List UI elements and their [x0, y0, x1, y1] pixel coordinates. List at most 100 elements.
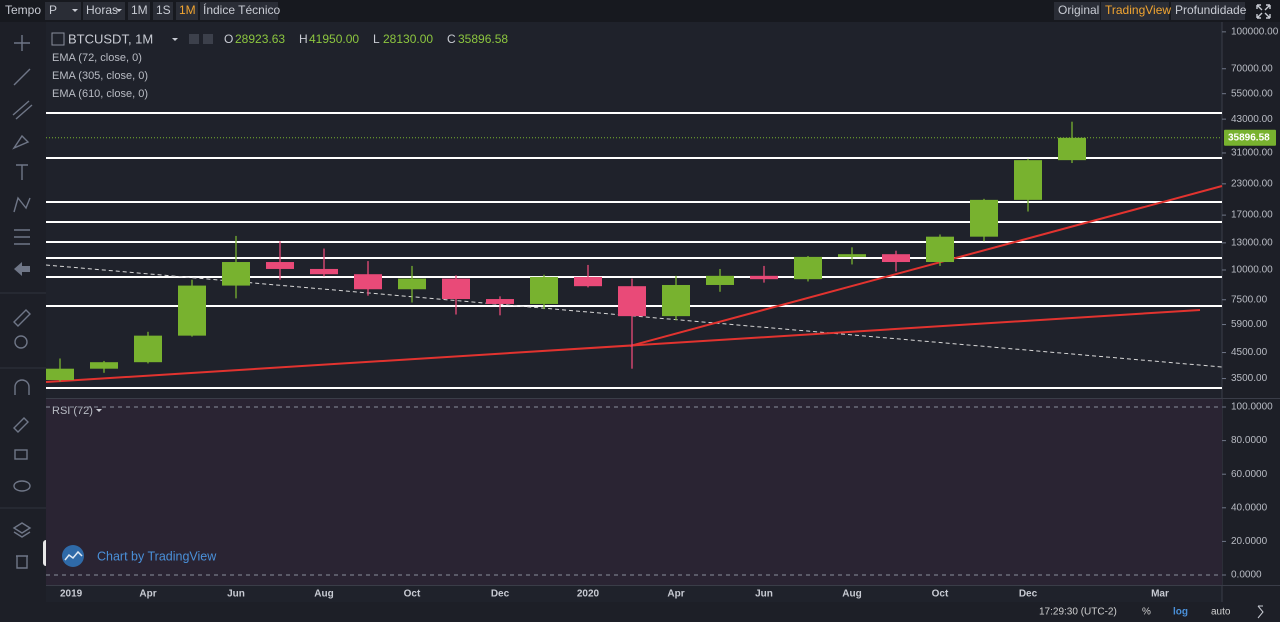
y-tick-label: 4500.00 — [1231, 347, 1268, 358]
low-value: 28130.00 — [383, 32, 433, 46]
candle-body — [222, 262, 250, 286]
unit-select[interactable] — [83, 2, 125, 20]
high-value: 41950.00 — [309, 32, 359, 46]
ruler-tool[interactable] — [13, 309, 31, 327]
indicator-button[interactable] — [200, 2, 278, 20]
candle-body — [310, 268, 338, 275]
candle-body — [706, 275, 734, 285]
auto-toggle[interactable]: auto — [1211, 607, 1231, 618]
settings-icon[interactable] — [203, 34, 213, 44]
settings-icon[interactable] — [1257, 605, 1264, 619]
y-tick-label: 13000.00 — [1231, 237, 1273, 248]
trash-tool[interactable] — [16, 555, 28, 569]
y-tick-label: 20.0000 — [1231, 536, 1268, 547]
percent-toggle[interactable]: % — [1142, 607, 1151, 618]
zoom-tool[interactable] — [14, 335, 28, 349]
candle-body — [46, 368, 74, 381]
candle-body — [442, 278, 470, 300]
fib-tool[interactable] — [14, 229, 30, 245]
tool-column — [0, 22, 46, 622]
layers-tool[interactable] — [12, 522, 32, 538]
x-tick-label: Dec — [491, 589, 510, 600]
trend-line — [629, 185, 1223, 347]
lock-draw-tool[interactable] — [13, 417, 29, 433]
candle-body — [266, 262, 294, 269]
x-tick-label: Jun — [227, 589, 245, 600]
view-button-active[interactable] — [1101, 2, 1169, 20]
candle-body — [926, 236, 954, 263]
view-button[interactable] — [1171, 2, 1245, 20]
y-tick-label: 7500.00 — [1231, 294, 1268, 305]
x-tick-label: Oct — [404, 589, 421, 600]
view-button[interactable] — [1054, 2, 1100, 20]
x-tick-label: Aug — [314, 589, 333, 600]
candle-body — [1058, 137, 1086, 161]
watermark[interactable]: Chart by TradingView — [97, 549, 217, 563]
fullscreen-icon[interactable] — [1256, 4, 1271, 19]
interval-button-text[interactable]: 1M — [179, 3, 196, 17]
candle-body — [90, 362, 118, 369]
collapse-box[interactable] — [51, 32, 65, 46]
interval-button[interactable] — [153, 2, 173, 20]
candle-body — [838, 254, 866, 257]
high-label: H — [299, 32, 308, 46]
line-tool[interactable] — [13, 68, 31, 86]
time-label: Tempo — [5, 3, 41, 17]
caret — [116, 9, 122, 12]
candle-body — [618, 286, 646, 317]
log-toggle[interactable]: log — [1173, 607, 1188, 618]
channel-tool[interactable] — [12, 100, 33, 120]
interval-button-active[interactable] — [176, 2, 198, 20]
interval-button-text[interactable]: 1S — [156, 3, 171, 17]
tv-logo — [62, 545, 84, 567]
symbol: BTCUSDT, 1M — [68, 31, 153, 46]
caret — [96, 409, 102, 412]
candle-body — [354, 274, 382, 290]
candle-body — [178, 285, 206, 336]
rsi-label: RSI (72) — [52, 405, 93, 417]
y-tick-label: 55000.00 — [1231, 88, 1273, 99]
brush-tool[interactable] — [12, 134, 30, 150]
interval-button[interactable] — [128, 2, 150, 20]
candle-body — [794, 256, 822, 280]
view-button-text[interactable]: Original — [1058, 3, 1099, 17]
close-value: 35896.58 — [458, 32, 508, 46]
trend-line — [45, 309, 1201, 383]
crosshair-tool[interactable] — [14, 35, 30, 51]
lock-tool[interactable] — [14, 449, 28, 460]
visibility-tool[interactable] — [13, 480, 31, 492]
view-button-text[interactable]: TradingView — [1105, 3, 1171, 17]
bottom-bar — [0, 602, 1280, 622]
y-tick-label: 60.0000 — [1231, 469, 1268, 480]
period-select-text[interactable]: P — [49, 3, 57, 17]
y-tick-label: 31000.00 — [1231, 148, 1273, 159]
candle-body — [134, 335, 162, 363]
candle-body — [574, 276, 602, 287]
candle-body — [486, 299, 514, 304]
pattern-tool[interactable] — [13, 196, 31, 213]
x-tick-label: Apr — [139, 589, 156, 600]
view-button-text[interactable]: Profundidade — [1175, 3, 1247, 17]
x-tick-label: Jun — [755, 589, 773, 600]
y-tick-label: 100.0000 — [1231, 402, 1273, 413]
low-label: L — [373, 32, 380, 46]
candle-body — [970, 199, 998, 237]
last-price-label: 35896.58 — [1228, 132, 1270, 143]
indicator-button-text[interactable]: Índice Técnico — [203, 2, 280, 17]
indicator-label: EMA (305, close, 0) — [52, 70, 148, 82]
back-tool[interactable] — [14, 262, 30, 276]
candle-body — [1014, 160, 1042, 200]
settings-icon[interactable] — [189, 34, 199, 44]
x-tick-label: Apr — [667, 589, 684, 600]
x-tick-label: Dec — [1019, 589, 1038, 600]
unit-select-text[interactable]: Horas — [86, 3, 118, 17]
close-label: C — [447, 32, 456, 46]
interval-button-text[interactable]: 1M — [131, 3, 148, 17]
period-select[interactable] — [45, 2, 81, 20]
text-tool[interactable] — [16, 164, 28, 180]
x-tick-label: 2019 — [60, 589, 83, 600]
magnet-tool[interactable] — [14, 379, 30, 395]
y-tick-label: 70000.00 — [1231, 63, 1273, 74]
